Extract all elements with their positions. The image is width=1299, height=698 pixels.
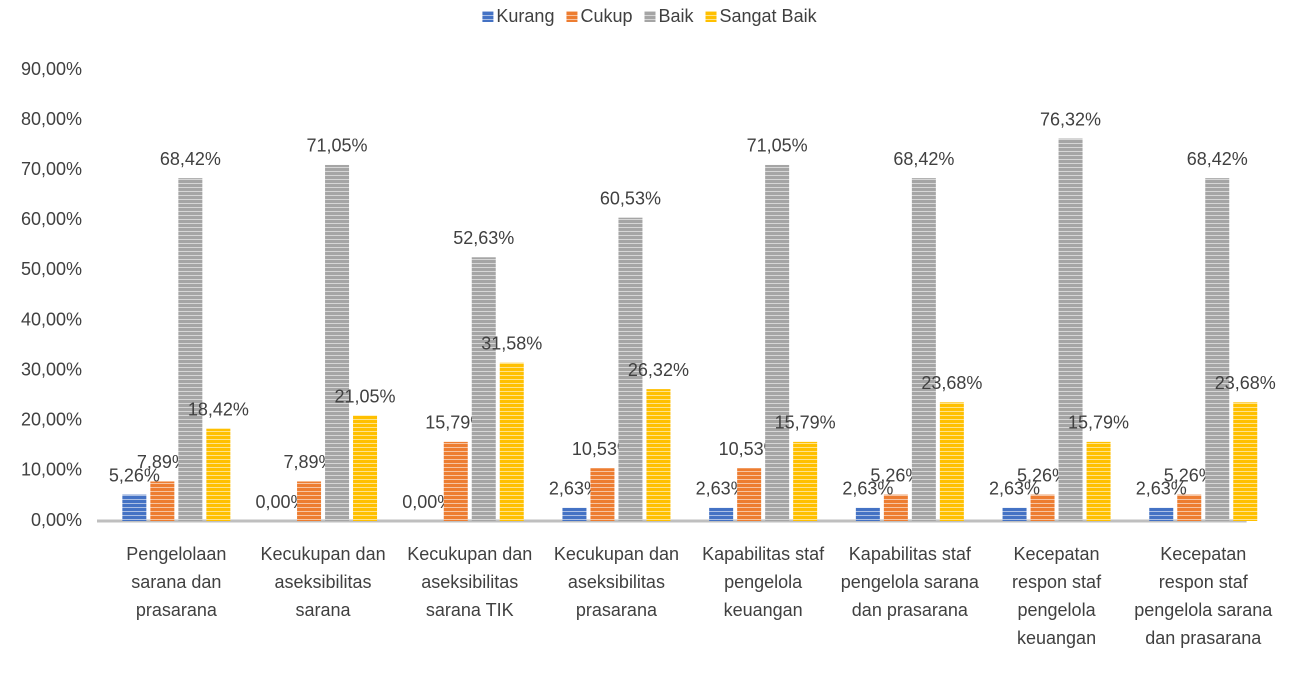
- data-label: 5,26%: [1017, 465, 1068, 485]
- legend: Kurang Cukup Baik Sangat Baik: [482, 6, 818, 26]
- bar: [297, 481, 322, 521]
- data-label: 21,05%: [335, 386, 396, 406]
- y-tick-label: 30,00%: [21, 359, 82, 379]
- y-tick-label: 60,00%: [21, 209, 82, 229]
- bar: [590, 468, 615, 521]
- x-tick-label: Kapabilitas staf pengelola keuangan: [702, 544, 825, 620]
- data-label: 2,63%: [549, 479, 600, 499]
- bar: [1030, 494, 1055, 521]
- x-tick-label: Kecukupan dan aseksibilitas prasarana: [553, 544, 679, 620]
- legend-swatch: [705, 11, 717, 22]
- data-label: 71,05%: [307, 136, 368, 156]
- bar: [562, 507, 587, 521]
- x-tick-label: Kapabilitas staf pengelola sarana dan pr…: [840, 544, 979, 620]
- bar: [646, 389, 671, 521]
- y-tick-label: 50,00%: [21, 259, 82, 279]
- bar: [353, 415, 378, 521]
- y-tick-label: 70,00%: [21, 159, 82, 179]
- bar: [471, 257, 496, 521]
- data-label: 71,05%: [747, 136, 808, 156]
- data-label: 10,53%: [572, 439, 633, 459]
- data-label: 18,42%: [188, 399, 249, 419]
- bar: [939, 402, 964, 521]
- bar: [911, 178, 936, 521]
- y-tick-label: 90,00%: [21, 59, 82, 79]
- data-label: 15,79%: [425, 413, 486, 433]
- data-label: 76,32%: [1040, 109, 1101, 129]
- data-label: 0,00%: [256, 492, 307, 512]
- legend-swatch: [644, 11, 656, 22]
- data-label: 15,79%: [775, 413, 836, 433]
- data-label: 0,00%: [402, 492, 453, 512]
- bar: [443, 441, 468, 521]
- data-label: 68,42%: [1187, 149, 1248, 169]
- data-label: 68,42%: [893, 149, 954, 169]
- legend-label: Baik: [658, 6, 694, 26]
- data-label: 68,42%: [160, 149, 221, 169]
- y-tick-label: 40,00%: [21, 309, 82, 329]
- data-label: 15,79%: [1068, 413, 1129, 433]
- bar: [325, 164, 350, 521]
- bar: [883, 494, 908, 521]
- bar: [1058, 138, 1083, 521]
- bar: [1233, 402, 1258, 521]
- data-label: 52,63%: [453, 228, 514, 248]
- data-label: 31,58%: [481, 333, 542, 353]
- data-label: 5,26%: [109, 465, 160, 485]
- bar: [1002, 507, 1027, 521]
- y-tick-label: 20,00%: [21, 410, 82, 430]
- data-label: 23,68%: [1215, 373, 1276, 393]
- bar: [1149, 507, 1174, 521]
- data-label: 2,63%: [696, 479, 747, 499]
- legend-swatch: [482, 11, 494, 22]
- y-tick-label: 0,00%: [31, 510, 82, 530]
- bar: [178, 178, 203, 521]
- legend-label: Kurang: [496, 6, 554, 26]
- data-label: 2,63%: [842, 479, 893, 499]
- data-label: 7,89%: [284, 452, 335, 472]
- x-tick-label: Kecukupan dan aseksibilitas sarana TIK: [407, 544, 533, 620]
- legend-swatch: [566, 11, 578, 22]
- x-tick-label: Kecukupan dan aseksibilitas sarana: [260, 544, 386, 620]
- legend-label: Sangat Baik: [720, 6, 818, 26]
- data-label: 23,68%: [921, 373, 982, 393]
- bar: [793, 441, 818, 521]
- data-label: 26,32%: [628, 360, 689, 380]
- x-tick-label: Pengelolaan sarana dan prasarana: [126, 544, 227, 620]
- bar: [855, 507, 880, 521]
- bar: [150, 481, 175, 521]
- data-label: 7,89%: [137, 452, 188, 472]
- bar: [206, 428, 231, 521]
- data-label: 5,26%: [870, 465, 921, 485]
- data-label: 2,63%: [989, 479, 1040, 499]
- bar: [1086, 441, 1111, 521]
- bar: [122, 494, 147, 521]
- bar: [709, 507, 734, 521]
- y-tick-label: 10,00%: [21, 460, 82, 480]
- y-tick-label: 80,00%: [21, 109, 82, 129]
- legend-label: Cukup: [580, 6, 632, 26]
- bar: [1205, 178, 1230, 521]
- bar: [618, 217, 643, 522]
- bar: [737, 468, 762, 521]
- bar: [1177, 494, 1202, 521]
- data-label: 5,26%: [1164, 465, 1215, 485]
- bar: [765, 164, 790, 521]
- data-label: 10,53%: [719, 439, 780, 459]
- x-tick-label: Kecepatan respon staf pengelola keuangan: [1012, 544, 1102, 648]
- data-label: 2,63%: [1136, 479, 1187, 499]
- x-tick-label: Kecepatan respon staf pengelola sarana d…: [1134, 544, 1273, 648]
- data-label: 60,53%: [600, 188, 661, 208]
- bar: [499, 362, 524, 521]
